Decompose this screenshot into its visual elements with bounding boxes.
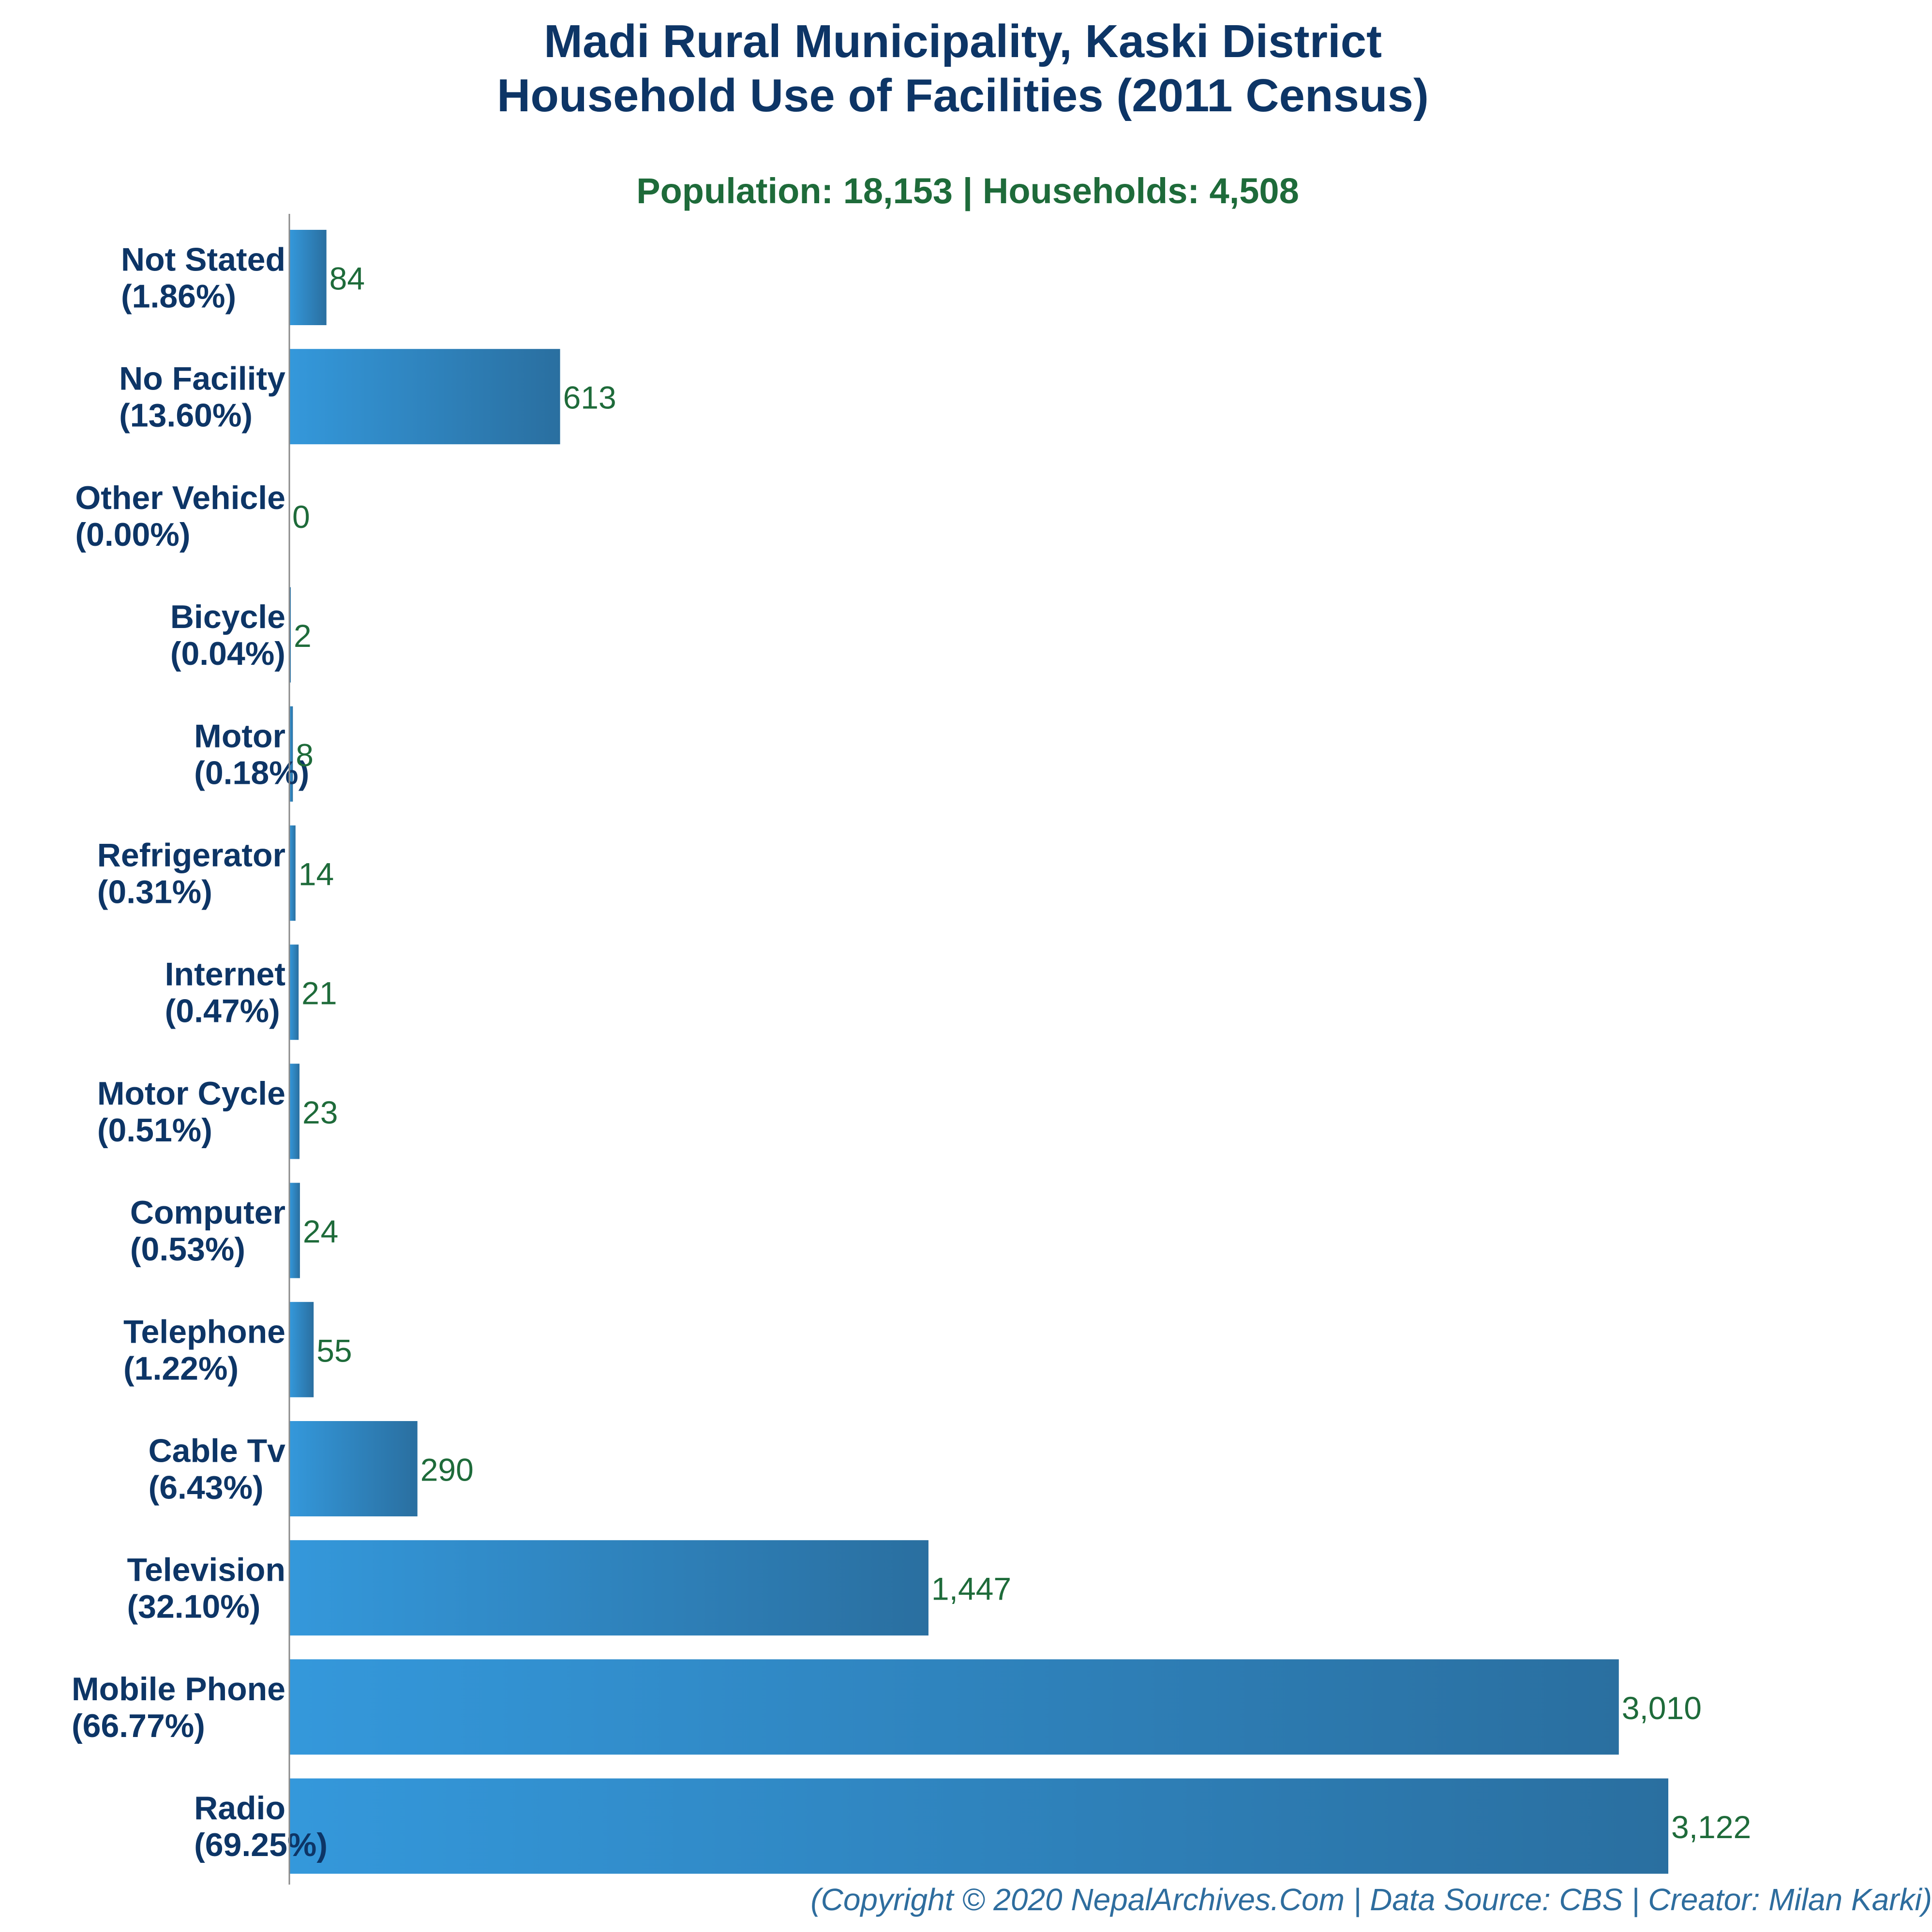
- chart-subtitle: Population: 18,153 | Households: 4,508: [636, 171, 1299, 211]
- value-label: 1,447: [931, 1571, 1011, 1607]
- bar-motor: [289, 706, 293, 802]
- category-label: Radio: [194, 1790, 285, 1827]
- category-label: Motor: [194, 718, 285, 754]
- category-label: Television: [127, 1552, 285, 1588]
- bar-television: [289, 1540, 929, 1636]
- value-label: 24: [303, 1213, 338, 1249]
- category-label: No Facility: [119, 360, 285, 397]
- bar-no-facility: [289, 349, 560, 445]
- category-percent-label: (0.31%): [97, 874, 212, 911]
- category-label: Bicycle: [170, 599, 285, 635]
- category-label: Motor Cycle: [97, 1075, 285, 1112]
- value-label: 0: [292, 499, 310, 535]
- value-label: 613: [563, 380, 616, 416]
- category-label: Not Stated: [121, 241, 285, 278]
- category-labels: Not Stated(1.86%) No Facility(13.60%) Othe…: [72, 241, 328, 1864]
- bar-computer: [289, 1183, 300, 1278]
- category-label: Refrigerator: [97, 837, 285, 874]
- bar-not-stated: [289, 230, 327, 325]
- chart-title-line1: Madi Rural Municipality, Kaski District: [544, 15, 1382, 67]
- bar-internet: [289, 944, 299, 1040]
- category-label: Other Vehicle: [75, 479, 285, 516]
- category-label: Telephone: [123, 1313, 285, 1350]
- category-label: Internet: [165, 956, 285, 993]
- value-label: 21: [301, 975, 337, 1011]
- value-label: 3,122: [1671, 1809, 1751, 1845]
- category-percent-label: (0.04%): [170, 635, 285, 672]
- value-label: 23: [302, 1094, 338, 1130]
- bar-mobile-phone: [289, 1659, 1619, 1755]
- category-percent-label: (0.51%): [97, 1112, 212, 1149]
- value-label: 84: [329, 261, 365, 297]
- category-label: Mobile Phone: [72, 1671, 285, 1707]
- category-label: Cable Tv: [149, 1433, 286, 1469]
- bar-cable-tv: [289, 1421, 418, 1516]
- value-label: 290: [420, 1452, 474, 1488]
- value-label: 55: [316, 1333, 352, 1368]
- bar-refrigerator: [289, 825, 296, 921]
- category-percent-label: (1.22%): [123, 1350, 239, 1387]
- value-label: 2: [294, 618, 312, 654]
- category-percent-label: (0.00%): [75, 516, 190, 553]
- category-percent-label: (6.43%): [149, 1469, 264, 1506]
- value-label: 8: [296, 737, 314, 773]
- category-percent-label: (0.18%): [194, 754, 309, 791]
- bar-radio: [289, 1778, 1668, 1874]
- value-label: 14: [299, 856, 334, 892]
- category-percent-label: (0.47%): [165, 993, 280, 1030]
- category-percent-label: (32.10%): [127, 1588, 260, 1625]
- bar-telephone: [289, 1302, 314, 1397]
- footer-credit: (Copyright © 2020 NepalArchives.Com | Da…: [810, 1882, 1932, 1917]
- category-percent-label: (0.53%): [130, 1231, 245, 1268]
- bar-motor-cycle: [289, 1063, 300, 1159]
- category-label: Computer: [130, 1194, 285, 1231]
- category-percent-label: (1.86%): [121, 278, 236, 315]
- category-percent-label: (13.60%): [119, 397, 253, 434]
- value-label: 3,010: [1622, 1690, 1702, 1726]
- category-percent-label: (69.25%): [194, 1827, 328, 1863]
- bars-layer: [289, 230, 1668, 1874]
- value-labels: 84 613 0 2 8 14 21 23 24 55 290 1,447 3,010 3,122: [292, 261, 1751, 1845]
- category-percent-label: (66.77%): [72, 1707, 205, 1744]
- chart-title-line2: Household Use of Facilities (2011 Census…: [497, 70, 1429, 121]
